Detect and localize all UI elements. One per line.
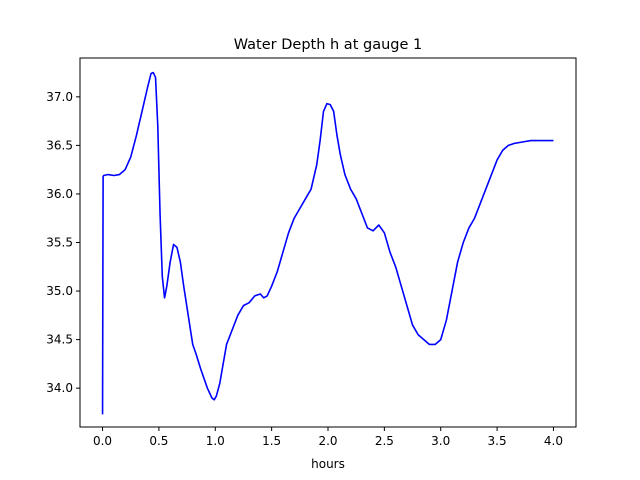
- x-tick-label: 4.0: [544, 434, 563, 448]
- x-tick-label: 0.0: [93, 434, 112, 448]
- y-tick-label: 34.0: [46, 381, 73, 395]
- x-tick-label: 1.5: [262, 434, 281, 448]
- plot-area: 0.0 0.5 1.0 1.5 2.0 2.5 3.0 3.5 4.0 34.0 34.5 35.0…: [46, 57, 577, 448]
- x-tick-label: 2.0: [318, 434, 337, 448]
- y-tick-label: 36.5: [46, 138, 73, 152]
- x-tick-label: 0.5: [149, 434, 168, 448]
- y-axis-ticks: 34.0 34.5 35.0 35.5 36.0 36.5 37.0: [46, 90, 80, 395]
- x-tick-label: 3.5: [488, 434, 507, 448]
- x-axis-ticks: 0.0 0.5 1.0 1.5 2.0 2.5 3.0 3.5 4.0: [93, 427, 563, 448]
- y-tick-label: 37.0: [46, 90, 73, 104]
- series-line-1: [101, 71, 554, 415]
- x-tick-label: 3.0: [431, 434, 450, 448]
- x-axis-label: hours: [311, 457, 345, 471]
- y-tick-label: 35.0: [46, 284, 73, 298]
- y-tick-label: 34.5: [46, 333, 73, 347]
- series-layer: [101, 71, 554, 415]
- x-tick-label: 1.0: [206, 434, 225, 448]
- y-tick-label: 36.0: [46, 187, 73, 201]
- y-tick-label: 35.5: [46, 236, 73, 250]
- x-tick-label: 2.5: [375, 434, 394, 448]
- chart-title: Water Depth h at gauge 1: [234, 37, 422, 53]
